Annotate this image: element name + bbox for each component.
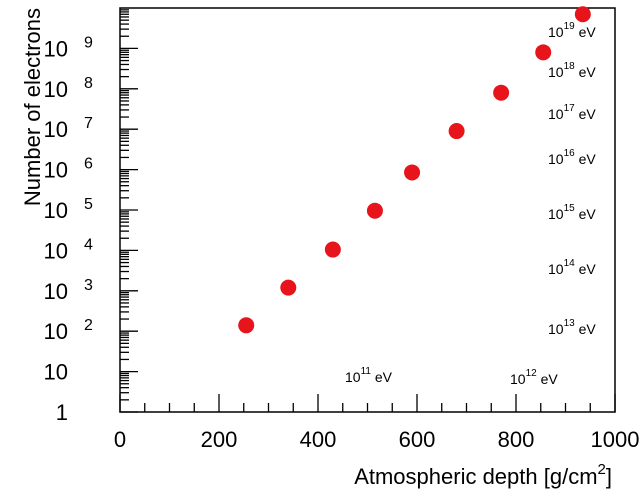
x-axis-title: Atmospheric depth [g/cm2] (354, 461, 612, 489)
shower-max-marker (574, 6, 591, 23)
energy-label: 1012 eV (510, 368, 558, 387)
shower-max-marker (493, 84, 510, 101)
shower-max-marker (404, 164, 421, 181)
y-tick-label: 10 (44, 36, 68, 61)
y-tick-exponent: 5 (84, 196, 93, 213)
energy-label: 1014 eV (548, 258, 596, 277)
y-tick-exponent: 2 (84, 317, 93, 334)
x-tick-label: 800 (498, 427, 535, 452)
y-axis-title: Number of electrons (20, 8, 45, 206)
energy-label: 1013 eV (548, 318, 596, 337)
shower-max-marker (324, 241, 341, 258)
y-tick-exponent: 6 (84, 156, 93, 173)
x-tick-label: 1000 (591, 427, 640, 452)
energy-label: 1019 eV (548, 21, 596, 40)
y-tick-exponent: 8 (84, 75, 93, 92)
y-tick-exponent: 4 (84, 236, 93, 253)
y-tick-label: 10 (44, 117, 68, 142)
shower-maximum-markers (238, 6, 591, 334)
x-tick-label: 400 (300, 427, 337, 452)
axes (119, 7, 616, 413)
energy-label: 1011 eV (345, 366, 393, 385)
y-tick-label: 10 (44, 319, 68, 344)
shower-max-marker (448, 123, 465, 140)
y-tick-label: 10 (44, 360, 68, 385)
shower-max-marker (535, 44, 552, 61)
y-tick-label: 10 (44, 238, 68, 263)
y-tick-label: 1 (56, 400, 68, 425)
energy-label: 1016 eV (548, 148, 596, 167)
x-tick-label: 200 (201, 427, 238, 452)
y-tick-label: 10 (44, 158, 68, 183)
energy-label: 1018 eV (548, 61, 596, 80)
y-tick-label: 10 (44, 279, 68, 304)
y-tick-exponent: 3 (84, 277, 93, 294)
shower-max-marker (366, 202, 383, 219)
energy-label: 1017 eV (548, 103, 596, 122)
energy-labels: 1011 eV 1012 eV 1013 eV 1014 eV 1015 eV 1016 … (345, 21, 596, 387)
y-tick-exponent: 9 (84, 34, 93, 51)
y-tick-exponent: 7 (84, 115, 93, 132)
x-tick-label: 600 (399, 427, 436, 452)
shower-max-marker (238, 317, 255, 334)
y-tick-label: 10 (44, 77, 68, 102)
x-tick-label: 0 (114, 427, 126, 452)
y-tick-label: 10 (44, 198, 68, 223)
energy-label: 1015 eV (548, 203, 596, 222)
tick-labels: 0 200 400 600 800 1000 1 10 10 2 10 3 10 4 10 5 10 6 10 7 10… (44, 34, 640, 452)
shower-max-marker (280, 279, 297, 296)
